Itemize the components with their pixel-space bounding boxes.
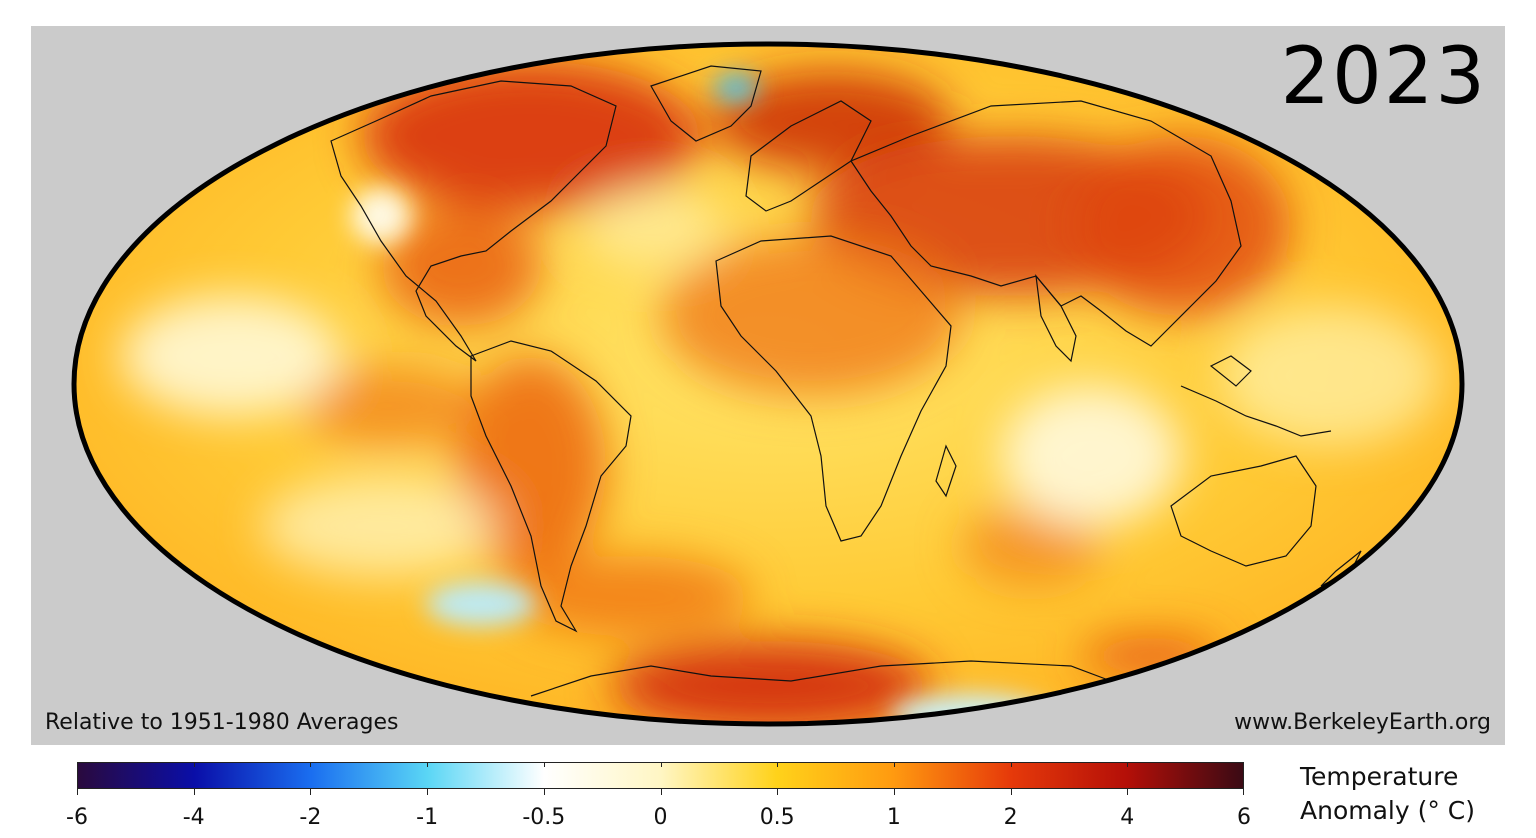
map-outline xyxy=(71,41,1465,727)
colorbar-tick-top xyxy=(893,762,895,767)
colorbar-tick-top xyxy=(1243,762,1244,767)
colorbar-tick-label: 4 xyxy=(1120,805,1135,830)
colorbar-tick xyxy=(893,789,895,795)
colorbar-tick xyxy=(193,789,195,795)
colorbar-tick xyxy=(427,789,429,795)
coastlines xyxy=(330,65,1362,697)
colorbar-tick xyxy=(1243,789,1244,795)
colorbar-tick-top xyxy=(777,762,779,767)
colorbar-tick-top xyxy=(543,762,545,767)
colorbar-tick-label: -4 xyxy=(182,805,205,830)
colorbar-tick-top xyxy=(77,762,78,767)
colorbar-tick-top xyxy=(310,762,312,767)
colorbar-tick-label: 2 xyxy=(1003,805,1018,830)
colorbar-tick-top xyxy=(427,762,429,767)
colorbar-tick-label: -0.5 xyxy=(522,805,566,830)
colorbar-tick-label: 0.5 xyxy=(759,805,795,830)
colorbar-tick-label: 0 xyxy=(653,805,668,830)
colorbar-tick xyxy=(660,789,662,795)
colorbar-tick xyxy=(77,789,78,795)
colorbar-tick-label: -1 xyxy=(416,805,439,830)
colorbar-tick xyxy=(310,789,312,795)
anomaly-field xyxy=(74,44,1462,724)
colorbar-tick xyxy=(1127,789,1129,795)
colorbar-tick-label: -2 xyxy=(299,805,322,830)
colorbar-title-line2: Anomaly (° C) xyxy=(1300,796,1476,825)
colorbar-title: Temperature Anomaly (° C) xyxy=(1300,760,1475,828)
colorbar-tick xyxy=(543,789,545,795)
colorbar-tick-label: -6 xyxy=(66,805,88,830)
colorbar-tick-top xyxy=(1010,762,1012,767)
colorbar-tick-label: 6 xyxy=(1237,805,1251,830)
colorbar-tick-top xyxy=(1127,762,1129,767)
colorbar-tick-top xyxy=(660,762,662,767)
colorbar-tick xyxy=(777,789,779,795)
colorbar-ticks: -6 -4 -2 -1 -0.5 0 0.5 1 2 4 6 xyxy=(66,762,1251,837)
colorbar-tick xyxy=(1010,789,1012,795)
world-map xyxy=(71,41,1465,727)
colorbar-tick-label: 1 xyxy=(886,805,901,830)
map-panel: 2023 Relative to 1951-1980 Averages www.… xyxy=(31,26,1505,745)
colorbar-tick-top xyxy=(193,762,195,767)
colorbar-title-line1: Temperature xyxy=(1300,762,1459,791)
source-url: www.BerkeleyEarth.org xyxy=(1234,710,1491,735)
baseline-note: Relative to 1951-1980 Averages xyxy=(45,710,399,735)
year-label: 2023 xyxy=(1280,32,1487,122)
